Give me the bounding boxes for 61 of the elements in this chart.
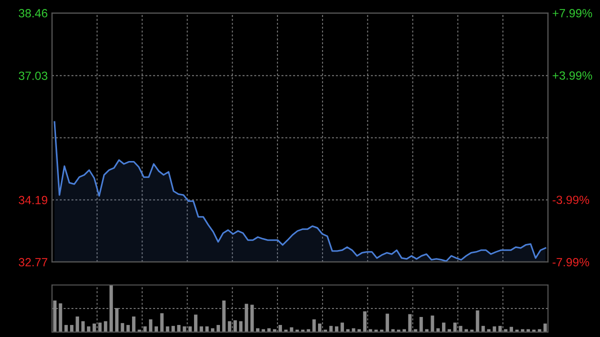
bar — [481, 326, 485, 332]
bar — [357, 329, 361, 332]
bar — [115, 308, 119, 332]
bar — [148, 319, 152, 332]
bar — [92, 324, 96, 332]
bar — [200, 326, 204, 332]
bar — [543, 324, 547, 332]
bar — [526, 329, 530, 332]
bar — [487, 329, 490, 332]
bar — [53, 300, 57, 332]
bar — [132, 316, 136, 332]
bar — [126, 324, 130, 332]
y-tick-label: 34.19 — [18, 196, 48, 204]
bar — [386, 314, 390, 332]
y-tick-label: 37.03 — [18, 72, 48, 80]
bar — [458, 326, 462, 332]
bar — [233, 320, 237, 332]
y-tick-label: 38.46 — [18, 9, 48, 18]
bar — [86, 326, 90, 332]
bar — [188, 326, 192, 332]
bar — [194, 314, 198, 332]
bar — [363, 311, 367, 332]
bar — [222, 300, 226, 332]
bar — [510, 326, 514, 332]
bar — [346, 329, 350, 332]
y-tick-label: 32.77 — [18, 258, 48, 266]
bar — [216, 324, 220, 332]
y2-tick-label: +7.99% — [552, 9, 592, 18]
y2-tick-label: -7.99% — [552, 258, 590, 266]
bar — [340, 322, 344, 332]
bar — [262, 329, 266, 332]
bar — [464, 329, 468, 332]
bar — [492, 326, 496, 332]
bar — [110, 285, 113, 332]
bar — [334, 326, 338, 332]
y2-tick-label: +3.99% — [552, 71, 592, 80]
bar — [177, 324, 181, 332]
bar — [239, 321, 243, 332]
bar — [160, 313, 164, 332]
bar — [172, 326, 175, 332]
bar — [70, 324, 74, 332]
bar — [76, 316, 80, 332]
bar — [498, 326, 502, 332]
bar — [278, 324, 282, 332]
bar — [520, 329, 524, 332]
bar — [312, 319, 316, 332]
bar — [104, 321, 108, 332]
bar — [419, 316, 423, 332]
bar — [402, 329, 406, 332]
bar — [250, 304, 254, 332]
bar — [425, 329, 428, 332]
bar — [154, 326, 158, 332]
bar — [318, 324, 322, 332]
bar — [448, 329, 452, 332]
bar — [98, 322, 102, 332]
y2-tick-label: -3.99% — [552, 196, 590, 204]
bar — [442, 322, 446, 332]
bar — [64, 324, 68, 332]
bar — [408, 314, 412, 332]
bar — [504, 329, 508, 332]
bar — [272, 329, 276, 332]
